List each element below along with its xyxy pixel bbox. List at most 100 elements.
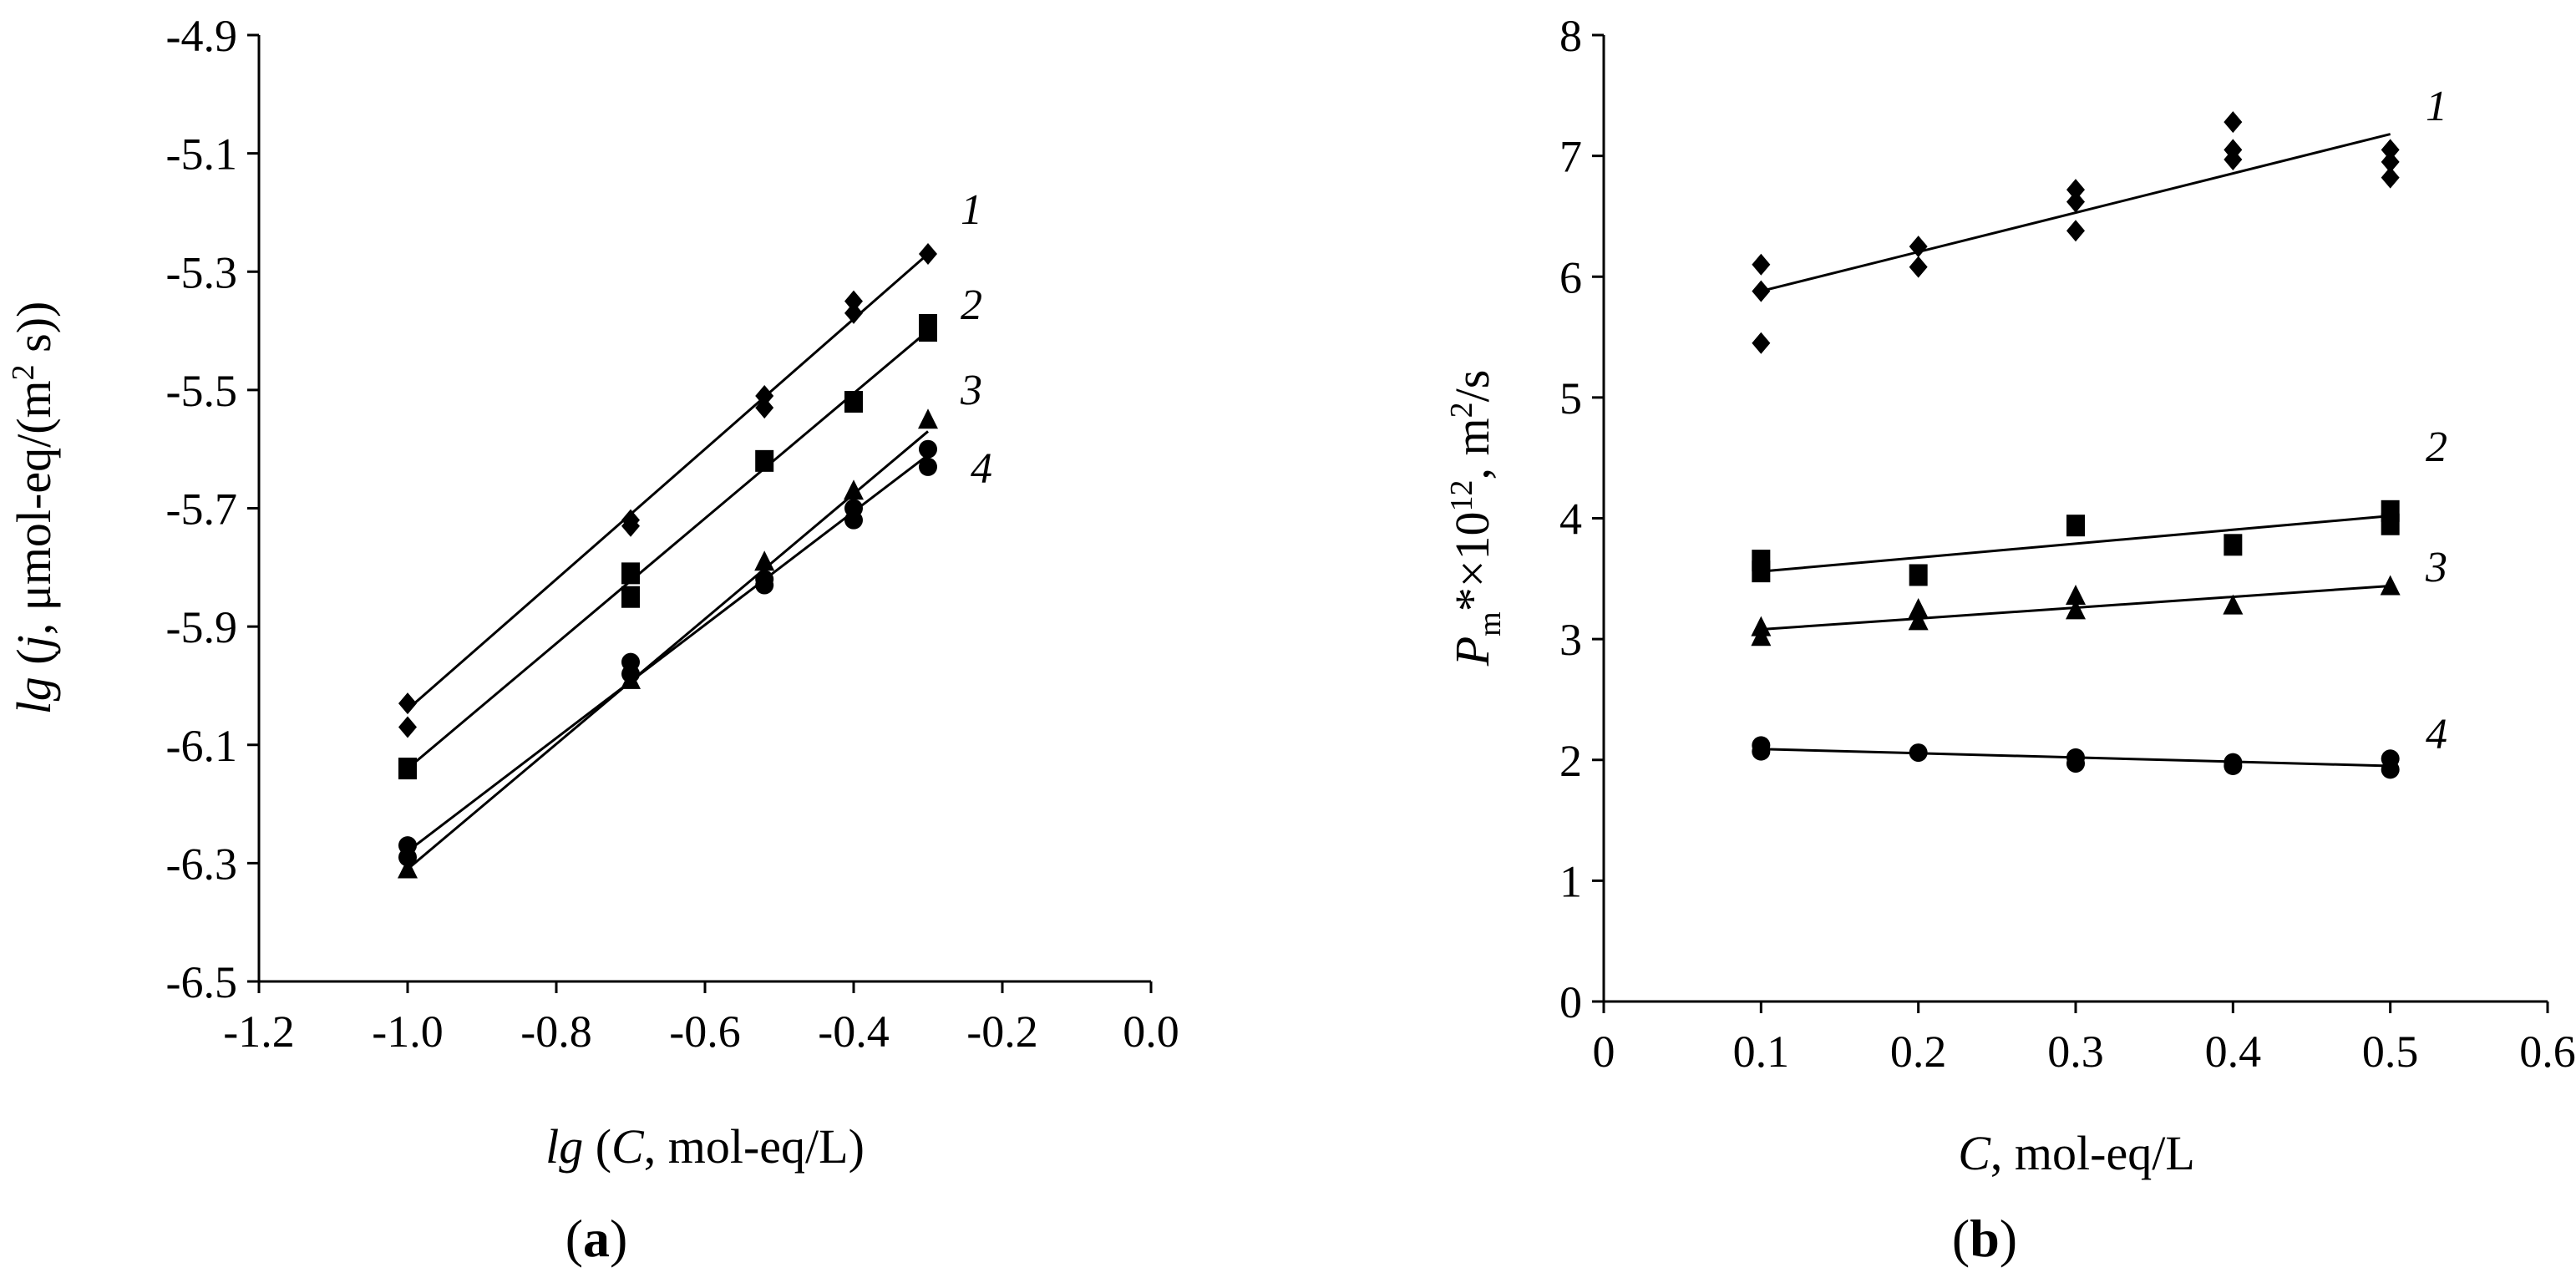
chart-a-x-title: lg (C, mol-eq/L): [545, 1119, 865, 1174]
chart-b-y-tick-label: 8: [1559, 11, 1582, 61]
chart-b-x-tick-label: 0: [1593, 1027, 1615, 1077]
chart-b-x-title-rest: , mol-eq/L: [1990, 1126, 2195, 1180]
chart-a-series-label-3: 3: [960, 367, 982, 414]
chart-b-x-title: C, mol-eq/L: [1958, 1126, 2195, 1180]
chart-a-series-labels: 1 2 3 4: [960, 186, 992, 493]
chart-a-ticks: -1.2 -1.0 -0.8 -0.6 -0.4 -0.2 0.0 -6.5 -6.3 -6.1 -…: [166, 11, 1179, 1057]
chart-a-y-title: lg (j, μmol-eq/(m2 s)): [6, 302, 61, 715]
chart-a-points: [398, 243, 938, 879]
chart-a-series-3-triangle-point: [398, 858, 418, 879]
chart-b-series-labels: 1 2 3 4: [2425, 83, 2447, 758]
chart-b-series-2-square-point: [1752, 560, 1771, 583]
chart-a-series-2-square-point: [844, 391, 863, 413]
chart-b-x-tick-label: 0.1: [1733, 1027, 1790, 1077]
chart-a-series-1-diamond-point: [398, 716, 417, 738]
chart-a-fit-line-2: [407, 329, 929, 770]
chart-b-panel-label-letter: b: [1970, 1209, 2000, 1268]
chart-a-y-tick-label: -5.3: [166, 247, 237, 297]
chart-a-x-tick-label: -0.4: [818, 1007, 889, 1057]
chart-b-y-title-mid: *×10: [1445, 512, 1499, 612]
chart-b-series-2-square-point: [2066, 515, 2085, 537]
chart-b-x-tick-label: 0.3: [2047, 1027, 2104, 1077]
chart-a-series-1-diamond-point: [755, 384, 774, 407]
chart-b-series-3-triangle-point: [1908, 610, 1929, 631]
chart-b-panel-label-open: (: [1952, 1209, 1970, 1268]
chart-a-y-title-rest: , μmol-eq/(m: [7, 380, 61, 635]
chart-b-y-title-sub: m: [1473, 611, 1508, 636]
chart-a-series-3-triangle-point: [844, 479, 864, 500]
chart-a-series-4-circle-point: [919, 439, 937, 459]
chart-a-series-1-diamond-point: [844, 302, 863, 324]
chart-a-y-title-func: lg: [7, 677, 61, 714]
chart-a-x-title-var: C: [611, 1119, 645, 1174]
chart-b-series-1-diamond-point: [1909, 236, 1928, 258]
chart-a-y-tick-label: -6.5: [166, 957, 237, 1007]
chart-a-series-2-square-point: [398, 758, 417, 780]
chart-b-series-1-diamond-point: [2066, 220, 2085, 242]
chart-b-series-1-diamond-point: [2066, 190, 2085, 213]
chart-b-series-label-2: 2: [2426, 423, 2447, 471]
chart-b-y-title-rest: , m: [1445, 418, 1499, 479]
chart-a-x-title-func: lg: [545, 1119, 583, 1174]
chart-b-fit-line-1: [1760, 133, 2391, 293]
chart-a-x-tick-label: -0.2: [966, 1007, 1037, 1057]
chart-a-series-2-square-point: [755, 449, 774, 472]
chart-b-y-tick-label: 7: [1559, 132, 1582, 182]
chart-a-series-1-diamond-point: [919, 243, 937, 266]
chart-a-fit-line-3: [407, 430, 929, 870]
chart-b-y-tick-label: 1: [1559, 856, 1582, 906]
chart-a-series-1-diamond-point: [844, 290, 863, 312]
chart-a-y-tick-label: -5.7: [166, 484, 237, 535]
chart-b-series-4-circle-point: [1909, 743, 1928, 763]
chart-b-series-1-diamond-point: [2381, 150, 2400, 173]
chart-a-series-3-triangle-point: [918, 408, 938, 429]
chart-b-series-4-circle-point: [2381, 760, 2400, 779]
chart-b-x-tick-label: 0.2: [1890, 1027, 1947, 1077]
chart-a-x-tick-label: -0.8: [520, 1007, 591, 1057]
chart-a-y-tick-label: -5.1: [166, 129, 237, 180]
chart-a-y-tick-label: -6.3: [166, 839, 237, 889]
chart-a-x-title-open: (: [583, 1119, 611, 1174]
chart-b-y-title-tail: /s: [1445, 370, 1499, 403]
chart-b-y-tick-label: 0: [1559, 977, 1582, 1027]
chart-b-x-tick-label: 0.4: [2205, 1027, 2262, 1077]
chart-b-y-title-sup: 12: [1444, 480, 1479, 512]
chart-b-y-tick-label: 4: [1559, 494, 1582, 545]
chart-a-x-tick-label: -0.6: [669, 1007, 740, 1057]
chart-a-fit-lines: [407, 252, 929, 870]
chart-b-series-3-triangle-point: [2066, 585, 2086, 606]
chart-b-series-1-diamond-point: [1752, 253, 1771, 276]
chart-b-series-3-triangle-point: [1908, 597, 1929, 618]
chart-a-series-4-circle-point: [755, 576, 774, 595]
chart-a-panel-label-open: (: [565, 1209, 583, 1268]
chart-a-series-4-circle-point: [398, 848, 417, 867]
chart-b-series-3-triangle-point: [1751, 626, 1772, 647]
chart-a-series-label-2: 2: [961, 281, 982, 329]
chart-a-x-tick-label: 0.0: [1123, 1007, 1179, 1057]
chart-b-series-1-diamond-point: [2224, 148, 2243, 170]
chart-b-y-tick-label: 3: [1559, 615, 1582, 665]
chart-a-series-2-square-point: [919, 320, 937, 342]
chart-a-x-tick-label: -1.2: [223, 1007, 294, 1057]
chart-a-series-2-square-point: [621, 562, 640, 585]
chart-a-series-3-triangle-point: [754, 550, 775, 571]
chart-a-y-title-tail: s)): [7, 302, 61, 365]
chart-b-series-2-square-point: [2224, 534, 2243, 556]
chart-b-series-4-circle-point: [1752, 742, 1771, 761]
chart-b-series-3-triangle-point: [2066, 599, 2086, 620]
chart-a-y-tick-label: -4.9: [166, 11, 237, 61]
chart-a-series-4-circle-point: [844, 510, 863, 530]
chart-b-panel-label-close: ): [2000, 1209, 2017, 1268]
chart-a-series-4-circle-point: [621, 664, 640, 683]
chart-b-x-tick-label: 0.5: [2362, 1027, 2419, 1077]
chart-a-series-1-diamond-point: [398, 692, 417, 715]
chart-b-y-tick-label: 6: [1559, 252, 1582, 302]
chart-a-x-title-rest: , mol-eq/L): [644, 1119, 865, 1174]
chart-b-points: [1751, 111, 2401, 779]
chart-a-y-tick-label: -5.5: [166, 366, 237, 416]
chart-b-series-label-4: 4: [2426, 711, 2447, 758]
chart-b-series-4-circle-point: [2066, 754, 2085, 773]
chart-a-y-tick-label: -5.9: [166, 602, 237, 652]
chart-a-y-title-open: (: [7, 648, 61, 677]
